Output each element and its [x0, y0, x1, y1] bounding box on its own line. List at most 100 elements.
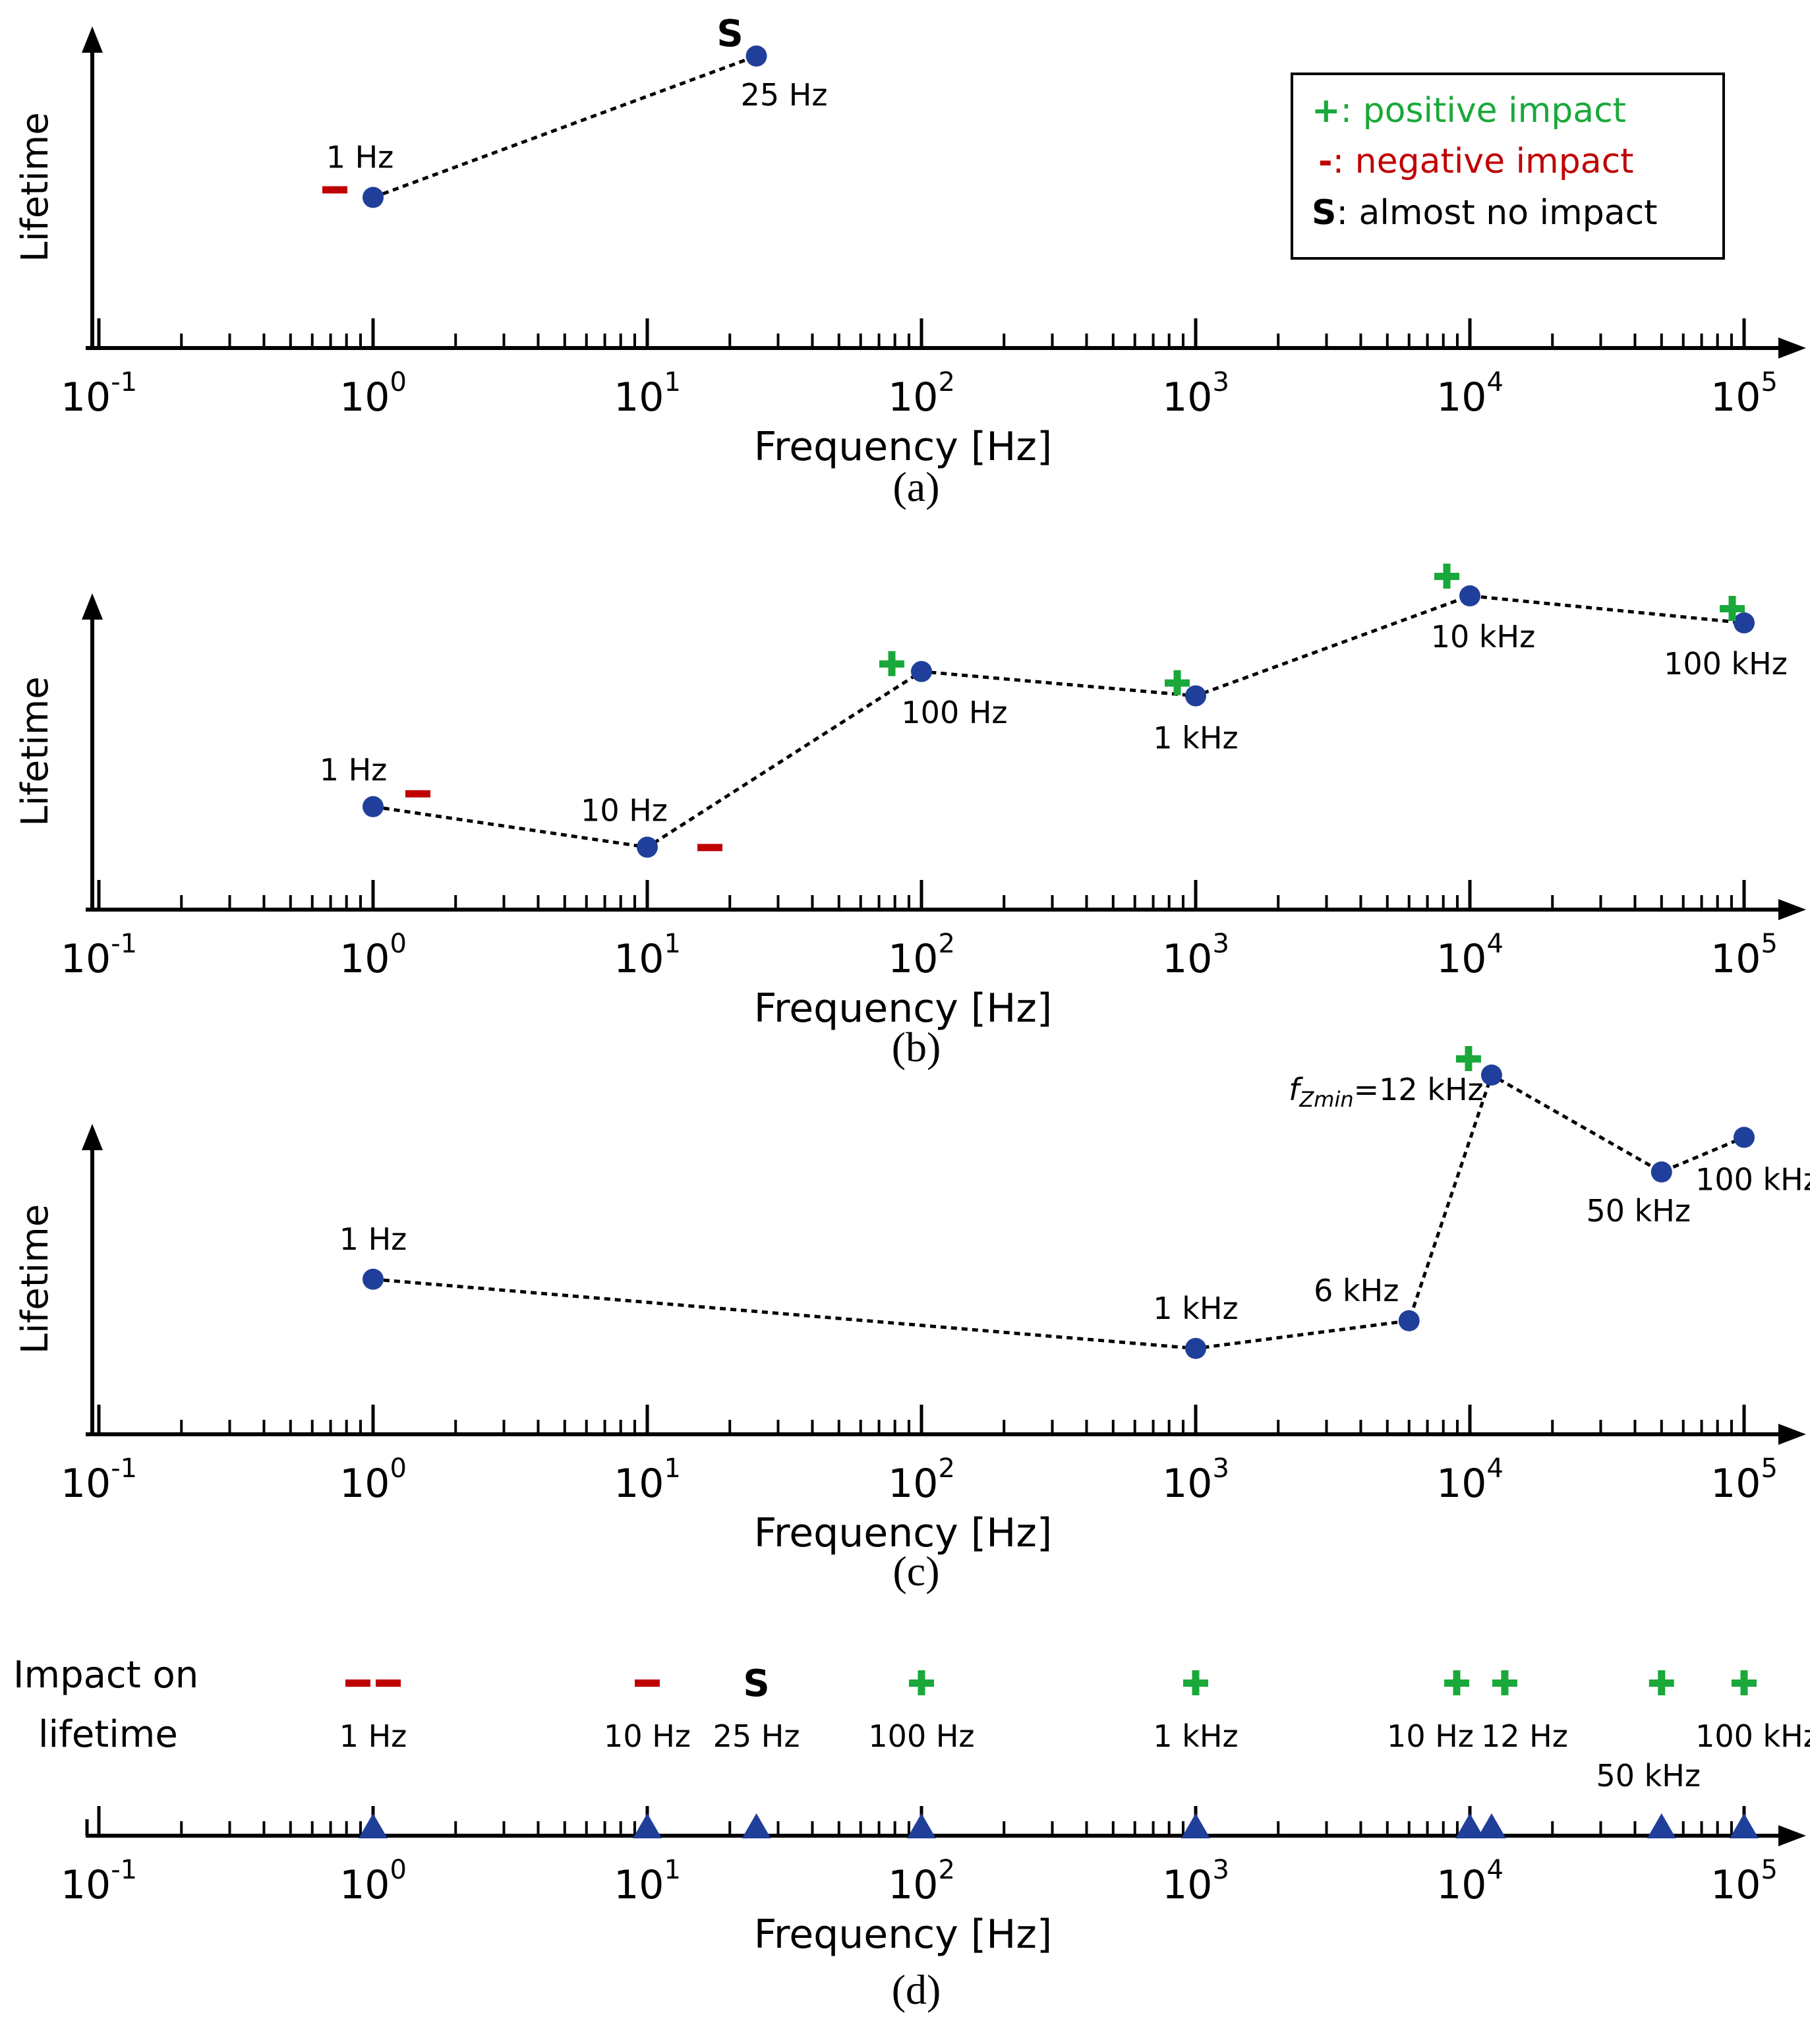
- data-marker: [633, 1813, 662, 1838]
- x-axis-arrow: [1778, 899, 1806, 920]
- data-label: 100 kHz: [1664, 646, 1788, 682]
- legend-item-positive: +: positive impact: [1312, 91, 1626, 131]
- x-tick-label: 102: [888, 929, 955, 982]
- chart-d: 10-1 100 101 102 103 104 105 Frequency [Hz] (d) 1…: [61, 1662, 1810, 2013]
- data-marker: [1181, 1813, 1210, 1838]
- x-axis-label: Frequency [Hz]: [754, 1912, 1052, 1958]
- data-point: [745, 45, 767, 67]
- impact-marker-plus-v: [1501, 1670, 1509, 1695]
- impact-marker-minus: [322, 186, 347, 194]
- x-tick-label: 100: [339, 367, 407, 421]
- x-tick-label: 104: [1436, 1453, 1503, 1507]
- data-marker: [742, 1813, 771, 1838]
- data-label: 1 Hz: [326, 140, 394, 175]
- x-tick-label: 102: [888, 1453, 955, 1507]
- data-point: [1480, 1065, 1502, 1086]
- data-point: [1185, 1337, 1206, 1359]
- x-tick-label: 105: [1710, 1855, 1778, 1908]
- panel-label: (b): [892, 1024, 941, 1070]
- impact-marker-minus: [345, 1679, 370, 1687]
- data-marker: [1476, 1813, 1506, 1838]
- impact-marker-plus-v: [1192, 1670, 1200, 1695]
- data-point: [363, 1268, 384, 1290]
- y-axis-label: Lifetime: [14, 1204, 57, 1354]
- impact-marker-plus-v: [1453, 1670, 1461, 1695]
- x-tick-label: 10-1: [61, 1453, 137, 1507]
- impact-marker-plus-v: [1465, 1046, 1473, 1071]
- data-point: [637, 836, 658, 858]
- x-tick-label: 10-1: [61, 1855, 137, 1908]
- panel-label: (c): [892, 1548, 939, 1594]
- data-marker: [1455, 1813, 1484, 1838]
- y-axis-arrow: [82, 1124, 103, 1150]
- x-tick-label: 101: [614, 367, 681, 421]
- data-marker: [1730, 1813, 1759, 1838]
- chart-b: Lifetime 10-1 100 101 102 103 104 105 Frequency …: [14, 564, 1806, 1070]
- y-axis-arrow: [82, 593, 103, 620]
- legend-item-neutral: S: almost no impact: [1312, 193, 1658, 233]
- chart-a: Lifetime 10-1 100 101 102 103 104 105 Frequency …: [14, 13, 1806, 510]
- data-label: 1 Hz: [320, 752, 388, 788]
- chart-c: Lifetime 10-1 100 101 102 103 104 105 Frequency …: [14, 1046, 1810, 1594]
- data-point: [1650, 1161, 1672, 1183]
- data-label: 1 kHz: [1153, 1291, 1238, 1326]
- impact-marker-plus-v: [1740, 1670, 1748, 1695]
- panel-d-title: Impact on lifetime: [13, 1654, 198, 1756]
- data-point: [1734, 612, 1755, 633]
- impact-marker: S: [743, 1662, 769, 1705]
- legend-box: [1291, 73, 1725, 260]
- x-tick-label: 100: [339, 929, 407, 982]
- y-axis-label: Lifetime: [14, 112, 57, 262]
- data-label: 100 kHz: [1695, 1162, 1810, 1198]
- impact-marker-plus-v: [1728, 596, 1736, 621]
- x-axis-label: Frequency [Hz]: [754, 424, 1052, 470]
- x-tick-label: 104: [1436, 1855, 1503, 1908]
- x-tick-label: 100: [339, 1855, 407, 1908]
- data-marker: [359, 1813, 388, 1838]
- data-label: 1 kHz: [1153, 720, 1238, 756]
- data-label: 12 Hz: [1481, 1718, 1568, 1754]
- data-label: 50 kHz: [1587, 1193, 1691, 1229]
- x-tick-label: 104: [1436, 367, 1503, 421]
- data-marker: [1647, 1813, 1676, 1838]
- impact-marker-minus: [376, 1679, 401, 1687]
- data-label: 25 Hz: [741, 77, 828, 113]
- data-label: 1 kHz: [1153, 1718, 1238, 1754]
- x-tick-label: 102: [888, 367, 955, 421]
- data-label: 25 Hz: [713, 1718, 800, 1754]
- data-label: 100 Hz: [901, 695, 1007, 730]
- x-tick-label: 103: [1162, 929, 1229, 982]
- x-tick-label: 105: [1710, 1453, 1778, 1507]
- data-label: 10 kHz: [1431, 619, 1536, 655]
- data-label: 1 Hz: [339, 1718, 407, 1754]
- x-tick-label: 103: [1162, 1453, 1229, 1507]
- x-tick-label: 10-1: [61, 929, 137, 982]
- impact-marker: S: [716, 13, 743, 55]
- x-tick-label: 104: [1436, 929, 1503, 982]
- data-label: 10 Hz: [604, 1718, 691, 1754]
- x-tick-label: 101: [614, 1453, 681, 1507]
- x-axis-arrow: [1778, 337, 1806, 359]
- x-tick-label: 105: [1710, 367, 1778, 421]
- x-tick-label: 101: [614, 929, 681, 982]
- data-point: [911, 660, 932, 682]
- x-axis-label: Frequency [Hz]: [754, 1510, 1052, 1556]
- x-tick-label: 102: [888, 1855, 955, 1908]
- legend: +: positive impact -: negative impact S:…: [1291, 73, 1725, 260]
- data-point: [1734, 1126, 1755, 1148]
- data-label: 6 kHz: [1314, 1273, 1399, 1308]
- data-marker: [907, 1813, 936, 1838]
- data-label: 50 kHz: [1596, 1758, 1701, 1794]
- series-line: [372, 594, 1745, 849]
- data-point: [1185, 685, 1206, 707]
- data-point: [1459, 585, 1480, 606]
- panel-label: (a): [892, 463, 939, 510]
- x-tick-label: 103: [1162, 367, 1229, 421]
- legend-item-negative: -: negative impact: [1318, 142, 1634, 181]
- x-tick-label: 105: [1710, 929, 1778, 982]
- data-label: 100 kHz: [1695, 1718, 1810, 1754]
- data-label: 100 Hz: [868, 1718, 974, 1754]
- series-line: [372, 1072, 1745, 1351]
- data-point: [363, 796, 384, 817]
